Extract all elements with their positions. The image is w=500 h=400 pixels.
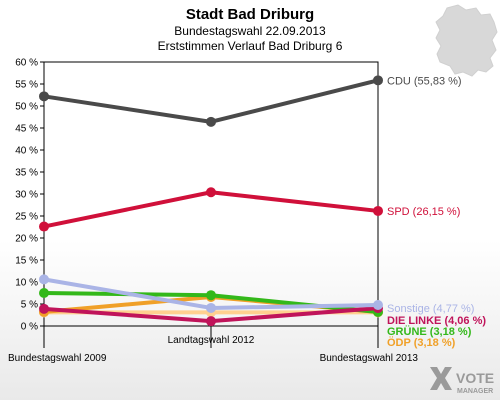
data-point [373, 205, 383, 216]
y-tick-label: 10 % [15, 278, 38, 289]
data-point [373, 75, 383, 86]
y-tick-label: 35 % [15, 168, 38, 179]
y-tick-label: 25 % [15, 212, 38, 223]
series-layer [39, 75, 383, 327]
x-tick-label: Landtagswahl 2012 [168, 335, 255, 346]
data-point [39, 221, 49, 232]
chart-subtitle-1: Bundestagswahl 22.09.2013 [174, 24, 326, 38]
y-tick-label: 50 % [15, 102, 38, 113]
series-end-label: CDU (55,83 %) [387, 75, 462, 87]
y-tick-label: 60 % [15, 58, 38, 69]
series-end-label: DIE LINKE (4,06 %) [387, 315, 486, 327]
x-tick-label: Bundestagswahl 2013 [320, 353, 419, 364]
series-end-label: SPD (26,15 %) [387, 206, 460, 218]
y-tick-label: 5 % [21, 300, 38, 311]
y-tick-label: 20 % [15, 234, 38, 245]
votemanager-logo: VOTE MANAGER [430, 367, 494, 395]
y-tick-label: 55 % [15, 80, 38, 91]
series-label-layer: CDU (55,83 %) SPD (26,15 %) Sonstige (4,77… [387, 75, 486, 349]
germany-map-icon [435, 4, 498, 77]
series-end-label: Sonstige (4,77 %) [387, 303, 474, 315]
y-tick-label: 15 % [15, 256, 38, 267]
data-point [39, 303, 49, 314]
series-end-label: ÖDP (3,18 %) [387, 336, 456, 349]
chart-title: Stadt Bad Driburg [186, 6, 314, 23]
y-axis: 0 % 5 % 10 % 15 % 20 % 25 % 30 % 35 % 40 % 45 % 50… [15, 58, 44, 333]
series-line [42, 190, 380, 229]
series-line [42, 78, 380, 124]
data-point [206, 316, 216, 327]
data-point [206, 302, 216, 313]
chart-subtitle-2: Erststimmen Verlauf Bad Driburg 6 [158, 39, 343, 53]
x-tick-label: Bundestagswahl 2009 [8, 353, 107, 364]
y-tick-label: 30 % [15, 190, 38, 201]
data-point [206, 290, 216, 301]
series-end-label: GRÜNE (3,18 %) [387, 325, 472, 338]
data-point [373, 300, 383, 311]
data-point [39, 274, 49, 285]
data-point [39, 91, 49, 102]
data-point [206, 187, 216, 198]
y-tick-label: 45 % [15, 124, 38, 135]
data-point [39, 288, 49, 298]
y-tick-label: 0 % [21, 322, 38, 333]
y-tick-label: 40 % [15, 146, 38, 157]
data-point [206, 116, 216, 127]
logo-text-vote: VOTE [456, 370, 494, 386]
x-axis: Bundestagswahl 2009 Landtagswahl 2012 Bund… [8, 326, 418, 364]
votemanager-x-icon [430, 367, 452, 390]
logo-text-manager: MANAGER [457, 388, 493, 395]
